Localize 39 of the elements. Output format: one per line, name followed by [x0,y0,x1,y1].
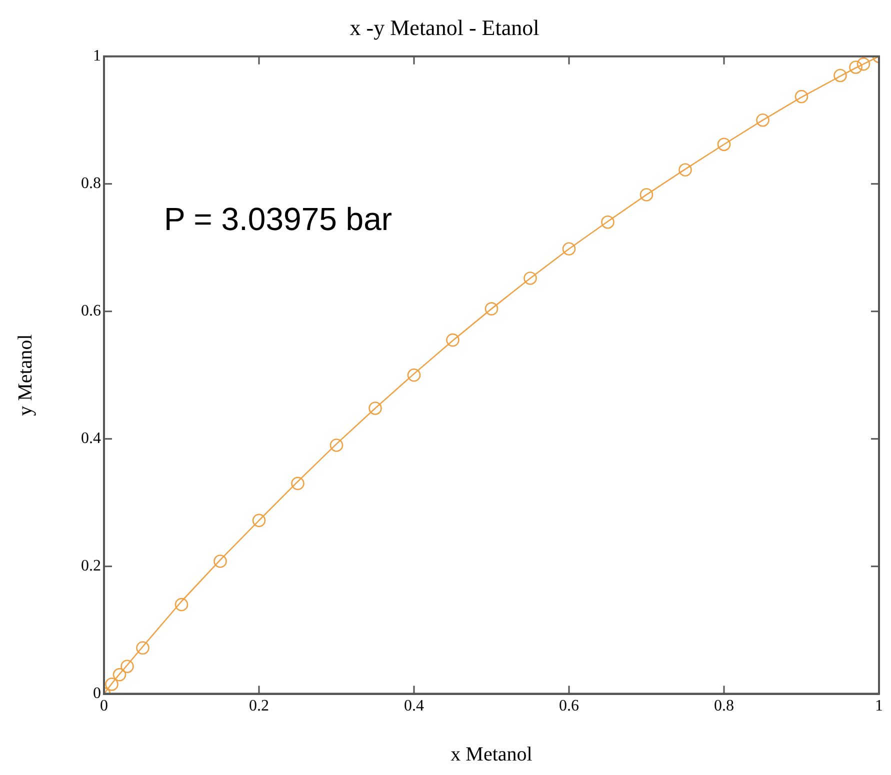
point [856,57,870,71]
y-tick-label: 0.4 [81,430,101,448]
y-tick-label: 1 [93,48,101,65]
y-tick-label: 0.2 [81,558,101,575]
point [756,113,770,127]
y-tick-label: 0.6 [81,302,101,320]
point [678,163,692,177]
point [120,660,134,674]
x-tick-label: 0.4 [404,698,424,715]
point [524,272,537,285]
y-tick-label: 0 [93,685,101,702]
x-tick-label: 0.6 [559,698,579,715]
point [330,438,344,452]
point [174,598,188,612]
point [446,333,460,347]
x-axis-title: x Metanol [450,743,533,766]
y-tick-label: 0.8 [81,175,101,192]
point [640,188,654,202]
point [407,368,421,382]
chart-title: x -y Metanol - Etanol [350,14,540,40]
x-tick-label: 1 [875,698,883,715]
point [136,641,150,655]
point [601,215,614,229]
point [834,68,847,82]
point [291,476,304,490]
point [214,554,227,568]
point [252,514,266,528]
point [794,90,808,104]
x-tick-label: 0.2 [249,698,269,715]
x-tick-label: 0.8 [714,698,734,715]
y-axis-title: y Metanol [14,334,36,416]
point [112,668,126,682]
point [105,678,118,691]
annotation: P = 3.03975 bar [164,201,392,238]
point [562,242,576,256]
point [717,138,731,152]
point [368,402,382,415]
point [484,302,498,316]
point [849,60,862,74]
